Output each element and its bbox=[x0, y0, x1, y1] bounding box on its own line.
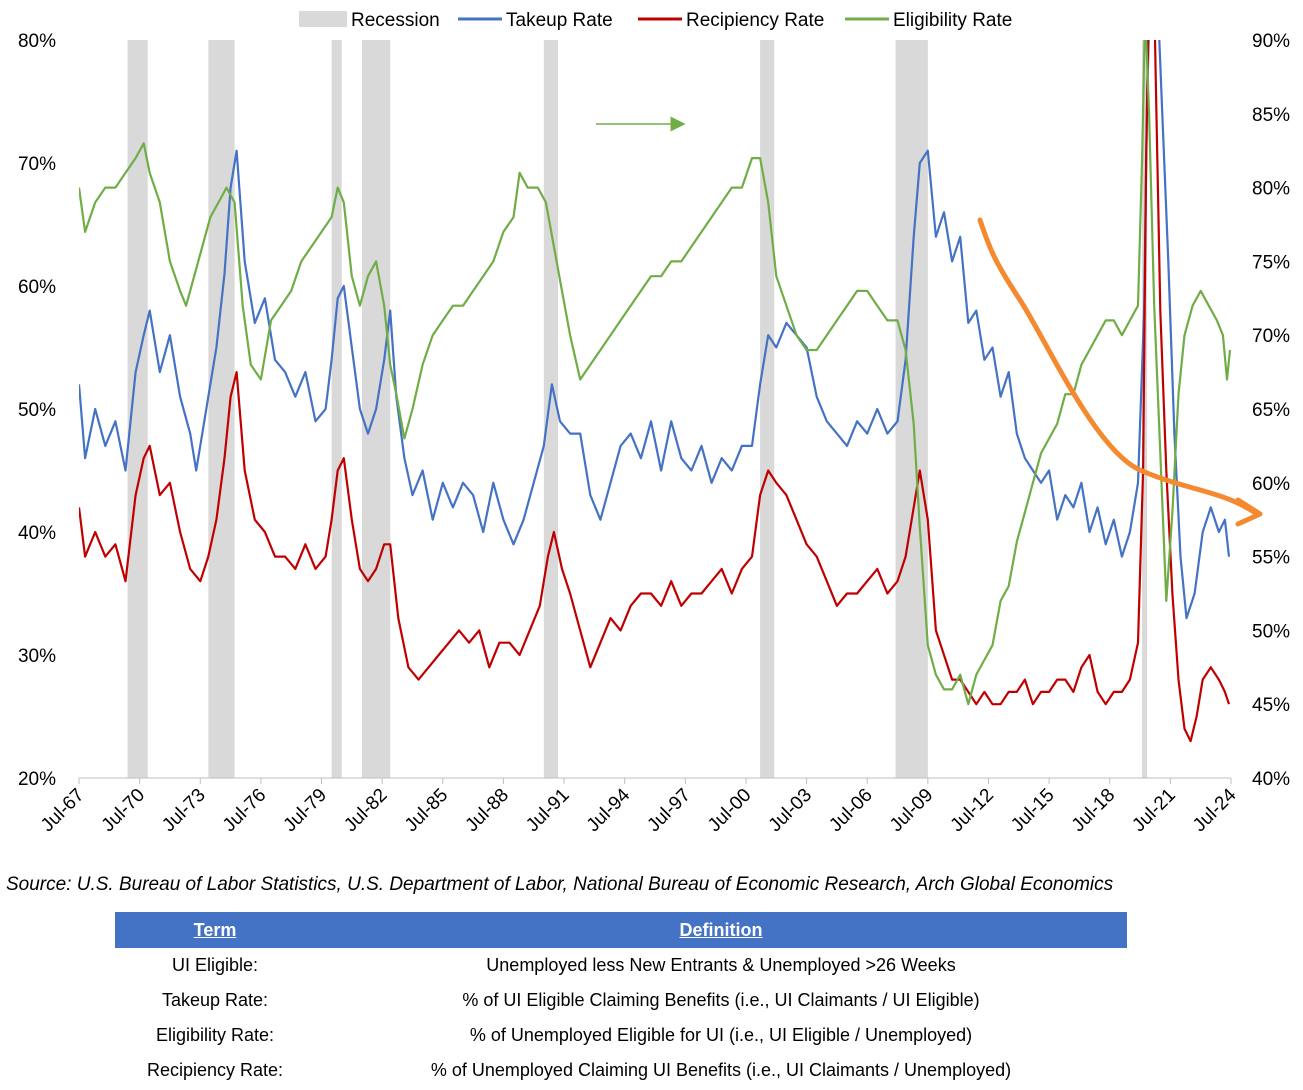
left-axis-tick-label: 80% bbox=[18, 31, 56, 52]
x-axis-tick-label: Jul-76 bbox=[219, 785, 270, 836]
rates-chart: 20% 30% 40% 50% 60% 70% 80% 40% 45% 50% 55% 60% 65% 7… bbox=[18, 10, 1290, 836]
legend-label-recipiency-rate: Recipiency Rate bbox=[686, 10, 824, 31]
definition-row: Takeup Rate: % of UI Eligible Claiming B… bbox=[115, 983, 1127, 1018]
trend-arrow-annotation bbox=[977, 217, 1257, 515]
definition-row: Recipiency Rate: % of Unemployed Claimin… bbox=[115, 1053, 1127, 1088]
x-axis-tick-label: Jul-67 bbox=[37, 785, 88, 836]
right-axis-tick-label: 85% bbox=[1252, 105, 1290, 126]
x-axis-tick-label: Jul-73 bbox=[158, 785, 209, 836]
legend-label-eligibility-rate: Eligibility Rate bbox=[893, 10, 1012, 31]
legend-label-takeup-rate: Takeup Rate bbox=[506, 10, 613, 31]
x-axis-tick-label: Jul-97 bbox=[643, 785, 694, 836]
term-ui-eligible: UI Eligible: bbox=[171, 955, 259, 975]
x-axis-tick-label: Jul-18 bbox=[1068, 785, 1119, 836]
x-axis-tick-label: Jul-06 bbox=[825, 785, 876, 836]
left-axis-tick-label: 40% bbox=[18, 523, 56, 544]
definition-row: Eligibility Rate: % of Unemployed Eligib… bbox=[115, 1018, 1127, 1053]
left-axis-tick-label: 30% bbox=[18, 646, 56, 667]
definitions-header: Term Definition bbox=[115, 912, 1127, 948]
series-line-eligibility-rate bbox=[79, 40, 1231, 706]
right-axis-tick-label: 90% bbox=[1252, 31, 1290, 52]
definition-ui-eligible: Unemployed less New Entrants & Unemploye… bbox=[486, 955, 956, 975]
trend-arrow-head bbox=[1235, 497, 1263, 527]
x-axis-tick-label: Jul-70 bbox=[98, 785, 149, 836]
x-axis-tick-label: Jul-94 bbox=[583, 784, 635, 836]
right-axis-tick-label: 45% bbox=[1252, 695, 1290, 716]
definition-takeup-rate: % of UI Eligible Claiming Benefits (i.e.… bbox=[462, 990, 980, 1010]
recession-band bbox=[127, 40, 148, 778]
recession-band bbox=[331, 40, 342, 778]
left-axis-tick-label: 70% bbox=[18, 154, 56, 175]
term-recipiency-rate: Recipiency Rate: bbox=[146, 1060, 284, 1080]
x-axis-tick-label: Jul-82 bbox=[340, 785, 391, 836]
definition-eligibility-rate: % of Unemployed Eligible for UI (i.e., U… bbox=[469, 1025, 973, 1045]
term-eligibility-rate: Eligibility Rate: bbox=[155, 1025, 275, 1045]
series-line-recipiency-rate bbox=[79, 40, 1231, 743]
right-axis-tick-label: 80% bbox=[1252, 179, 1290, 200]
legend-swatch-recession bbox=[299, 11, 347, 27]
recession-band bbox=[760, 40, 775, 778]
x-axis-tick-label: Jul-03 bbox=[765, 785, 816, 836]
definition-recipiency-rate: % of Unemployed Claiming UI Benefits (i.… bbox=[430, 1060, 1012, 1080]
right-axis-tick-label: 40% bbox=[1252, 769, 1290, 790]
right-axis-tick-label: 70% bbox=[1252, 326, 1290, 347]
term-takeup-rate: Takeup Rate: bbox=[161, 990, 269, 1010]
right-axis-tick-label: 75% bbox=[1252, 252, 1290, 273]
recession-band bbox=[208, 40, 235, 778]
header-definition: Definition bbox=[315, 912, 1127, 948]
x-axis-tick-label: Jul-15 bbox=[1007, 785, 1058, 836]
x-axis-tick-label: Jul-24 bbox=[1189, 784, 1241, 836]
x-axis-tick-label: Jul-91 bbox=[522, 785, 573, 836]
series-line-takeup-rate bbox=[79, 40, 1231, 620]
left-axis-tick-label: 20% bbox=[18, 769, 56, 790]
left-axis-tick-label: 60% bbox=[18, 277, 56, 298]
x-axis-tick-label: Jul-88 bbox=[462, 785, 513, 836]
right-axis-tick-label: 60% bbox=[1252, 474, 1290, 495]
x-axis-tick-label: Jul-09 bbox=[886, 785, 937, 836]
x-axis-tick-label: Jul-12 bbox=[947, 785, 998, 836]
right-axis-tick-label: 55% bbox=[1252, 548, 1290, 569]
definitions-table: Term Definition UI Eligible: Unemployed … bbox=[115, 912, 1127, 1088]
x-axis-tick-label: Jul-21 bbox=[1128, 785, 1179, 836]
legend-label-recession: Recession bbox=[351, 10, 440, 31]
header-term: Term bbox=[115, 912, 315, 948]
x-axis-tick-label: Jul-00 bbox=[704, 785, 755, 836]
source-note: Source: U.S. Bureau of Labor Statistics,… bbox=[6, 874, 1114, 895]
x-axis-tick-label: Jul-85 bbox=[401, 785, 452, 836]
right-axis-tick-label: 65% bbox=[1252, 400, 1290, 421]
definition-row: UI Eligible: Unemployed less New Entrant… bbox=[115, 948, 1127, 983]
x-axis-tick-label: Jul-79 bbox=[280, 785, 331, 836]
left-axis-tick-label: 50% bbox=[18, 400, 56, 421]
recession-band bbox=[543, 40, 558, 778]
right-axis-tick-label: 50% bbox=[1252, 621, 1290, 642]
